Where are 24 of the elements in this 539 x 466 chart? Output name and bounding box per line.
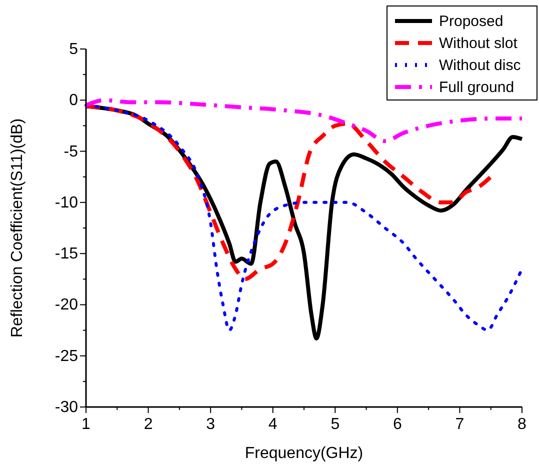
y-tick-label: -15 — [54, 246, 78, 263]
legend-label: Proposed — [439, 13, 504, 30]
x-tick-label: 7 — [455, 416, 464, 433]
legend-label: Full ground — [439, 79, 514, 96]
y-tick-label: -20 — [54, 296, 78, 314]
line-series — [84, 98, 524, 144]
line-series — [84, 104, 493, 282]
legend-label: Without disc — [439, 57, 522, 74]
y-tick-label: -25 — [54, 348, 78, 365]
x-tick-label: 3 — [206, 416, 216, 433]
x-tick-label: 1 — [82, 416, 91, 433]
y-axis-title: Reflection Coefficient(S11)(dB) — [9, 118, 26, 338]
y-tick-label: -10 — [54, 194, 78, 212]
x-axis-title: Frequency(GHz) — [244, 445, 364, 462]
y-tick-label: -5 — [64, 143, 78, 160]
x-tick-label: 4 — [268, 416, 278, 433]
x-tick-label: 6 — [392, 416, 402, 433]
x-tick-label: 8 — [518, 416, 527, 433]
legend-label: Without slot — [439, 35, 518, 52]
x-tick-label: 5 — [330, 416, 340, 433]
y-tick-label: -30 — [54, 399, 78, 416]
y-tick-label: 0 — [69, 92, 78, 110]
x-tick-label: 2 — [144, 416, 153, 433]
y-tick-label: 5 — [69, 41, 78, 58]
